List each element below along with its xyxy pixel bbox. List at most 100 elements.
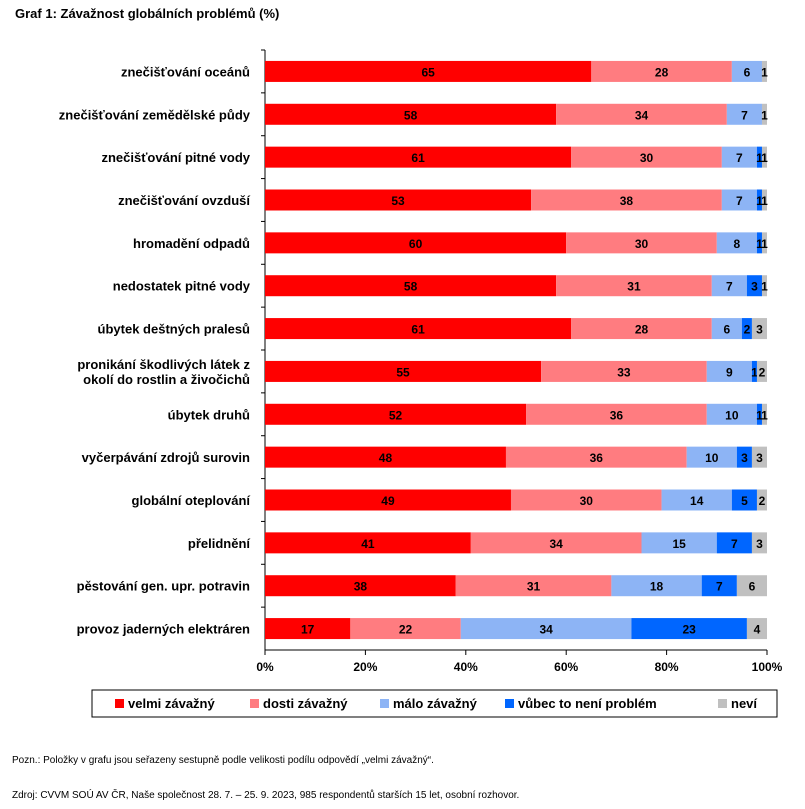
data-label: 36 <box>590 451 604 465</box>
data-label: 3 <box>751 280 758 294</box>
data-label: 1 <box>756 408 763 422</box>
data-label: 1 <box>761 194 768 208</box>
data-label: 6 <box>744 65 751 79</box>
data-label: 6 <box>749 580 756 594</box>
bar-segment <box>761 60 767 82</box>
data-label: 1 <box>756 194 763 208</box>
bar-segment <box>265 318 572 340</box>
data-label: 7 <box>731 537 738 551</box>
bar-segment <box>731 489 757 511</box>
data-label: 9 <box>726 365 733 379</box>
bar-segment <box>265 232 567 254</box>
legend-label: vůbec to není problém <box>518 696 657 711</box>
data-label: 49 <box>381 494 395 508</box>
data-label: 34 <box>539 623 553 637</box>
bar-segment <box>556 103 727 125</box>
bar-segment <box>265 60 592 82</box>
bar-segment <box>460 618 632 640</box>
data-label: 33 <box>617 365 631 379</box>
bar-segment <box>470 532 642 554</box>
bar-segment <box>611 575 702 597</box>
data-label: 1 <box>761 108 768 122</box>
category-label: vyčerpávání zdrojů surovin <box>82 450 250 465</box>
data-label: 1 <box>756 237 763 251</box>
bar-segment <box>756 360 767 382</box>
bar-segment <box>711 318 742 340</box>
bar-segment <box>761 146 767 168</box>
data-label: 31 <box>627 280 641 294</box>
bar-segment <box>566 232 717 254</box>
data-label: 1 <box>761 65 768 79</box>
data-label: 65 <box>421 65 435 79</box>
legend-swatch <box>718 699 727 708</box>
bar-segment <box>761 275 767 297</box>
legend-swatch <box>115 699 124 708</box>
data-label: 1 <box>761 280 768 294</box>
data-label: 17 <box>301 623 315 637</box>
bar-segment <box>756 489 767 511</box>
data-label: 53 <box>391 194 405 208</box>
bar-segment <box>721 189 757 211</box>
bar-segment <box>265 446 506 468</box>
bar-segment <box>686 446 737 468</box>
bar-segment <box>756 403 762 425</box>
data-label: 58 <box>404 108 418 122</box>
bar-segment <box>716 532 752 554</box>
bar-segment <box>265 360 542 382</box>
bar-segment <box>746 618 767 640</box>
bar-segment <box>591 60 732 82</box>
data-label: 1 <box>751 365 758 379</box>
data-label: 41 <box>361 537 375 551</box>
data-label: 31 <box>527 580 541 594</box>
legend-swatch <box>380 699 389 708</box>
chart-note: Pozn.: Položky v grafu jsou seřazeny ses… <box>12 755 434 766</box>
bar-segment <box>731 60 762 82</box>
data-label: 8 <box>734 237 741 251</box>
category-label: globální oteplování <box>132 493 251 508</box>
category-label: pronikání škodlivých látek z <box>77 357 250 372</box>
x-tick-label: 60% <box>554 660 578 674</box>
data-label: 28 <box>635 323 649 337</box>
category-label: znečišťování zemědělské půdy <box>59 107 251 122</box>
bar-segment <box>736 575 767 597</box>
bar-segment <box>571 146 722 168</box>
data-label: 58 <box>404 280 418 294</box>
x-tick-label: 80% <box>655 660 679 674</box>
bar-segment <box>265 103 557 125</box>
data-label: 3 <box>756 451 763 465</box>
stacked-bar-chart: 0% 20% 40% 60% 80% 100%znečišťování oceánů 65 2… <box>59 49 783 718</box>
data-label: 7 <box>741 108 748 122</box>
category-label: úbytek druhů <box>168 407 250 422</box>
data-label: 2 <box>759 494 766 508</box>
bar-segment <box>541 360 707 382</box>
data-label: 10 <box>725 408 739 422</box>
bar-segment <box>756 146 762 168</box>
bar-segment <box>556 275 712 297</box>
bar-segment <box>751 318 767 340</box>
bar-segment <box>505 446 687 468</box>
data-label: 5 <box>741 494 748 508</box>
data-label: 30 <box>635 237 649 251</box>
bar-segment <box>641 532 717 554</box>
bar-segment <box>531 189 722 211</box>
category-label: provoz jaderných elektráren <box>77 622 250 637</box>
category-label: znečišťování pitné vody <box>101 150 250 165</box>
bar-segment <box>721 146 757 168</box>
data-label: 6 <box>723 323 730 337</box>
bar-segment <box>751 446 767 468</box>
data-label: 55 <box>396 365 410 379</box>
bar-segment <box>265 575 456 597</box>
bar-segment <box>510 489 662 511</box>
bar-segment <box>526 403 707 425</box>
x-tick-label: 0% <box>256 660 274 674</box>
bar-segment <box>265 403 527 425</box>
bar-segment <box>726 103 762 125</box>
bar-segment <box>631 618 747 640</box>
bar-segment <box>761 232 767 254</box>
data-label: 3 <box>756 537 763 551</box>
data-label: 22 <box>399 623 413 637</box>
bar-segment <box>265 489 511 511</box>
bar-segment <box>736 446 752 468</box>
bar-segment <box>716 232 757 254</box>
legend-box <box>91 689 778 718</box>
